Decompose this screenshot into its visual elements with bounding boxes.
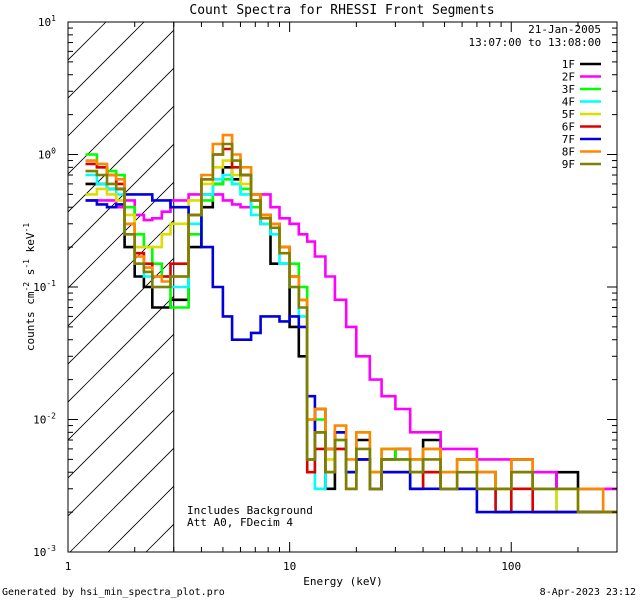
- legend-label-3F: 3F: [562, 83, 575, 96]
- y-tick-label: 10-2: [33, 412, 56, 427]
- x-tick-label: 100: [501, 560, 521, 573]
- x-tick-labels: 1 10 100: [65, 560, 522, 573]
- y-tick-label: 10-3: [33, 544, 56, 559]
- x-tick-label: 1: [65, 560, 72, 573]
- legend-label-6F: 6F: [562, 121, 575, 134]
- x-axis-label: Energy (keV): [303, 575, 382, 588]
- series-line-4F: [85, 173, 617, 514]
- legend-label-1F: 1F: [562, 58, 575, 71]
- legend-label-4F: 4F: [562, 96, 575, 109]
- series-line-9F: [85, 142, 617, 514]
- y-tick-labels: 10-3 10-2 10-1 100 101: [33, 14, 56, 559]
- annotation-attenuator: Att A0, FDecim 4: [187, 516, 293, 529]
- y-tick-label: 101: [38, 14, 56, 29]
- generated-by-label: Generated by hsi_min_spectra_plot.pro: [2, 587, 225, 598]
- date-label: 21-Jan-2005: [528, 23, 601, 36]
- series-line-2F: [85, 193, 617, 491]
- legend-label-8F: 8F: [562, 146, 575, 159]
- annotation-background: Includes Background: [187, 504, 313, 517]
- series-lines: [85, 133, 617, 514]
- legend-label-2F: 2F: [562, 71, 575, 84]
- y-axis-label: counts cm-2 s-1 keV-1: [22, 223, 37, 351]
- legend-label-7F: 7F: [562, 133, 575, 146]
- axis-ticks: [67, 22, 618, 553]
- legend-label-9F: 9F: [562, 158, 575, 171]
- chart-title: Count Spectra for RHESSI Front Segments: [189, 3, 494, 18]
- x-tick-label: 10: [283, 560, 296, 573]
- legend-label-5F: 5F: [562, 108, 575, 121]
- series-line-8F: [85, 133, 617, 514]
- series-line-6F: [85, 147, 617, 514]
- series-line-7F: [85, 193, 617, 514]
- y-tick-label: 10-1: [33, 279, 56, 294]
- timestamp-label: 8-Apr-2023 23:12: [540, 587, 636, 598]
- time-range-label: 13:07:00 to 13:08:00: [469, 36, 601, 49]
- y-tick-label: 100: [38, 147, 56, 162]
